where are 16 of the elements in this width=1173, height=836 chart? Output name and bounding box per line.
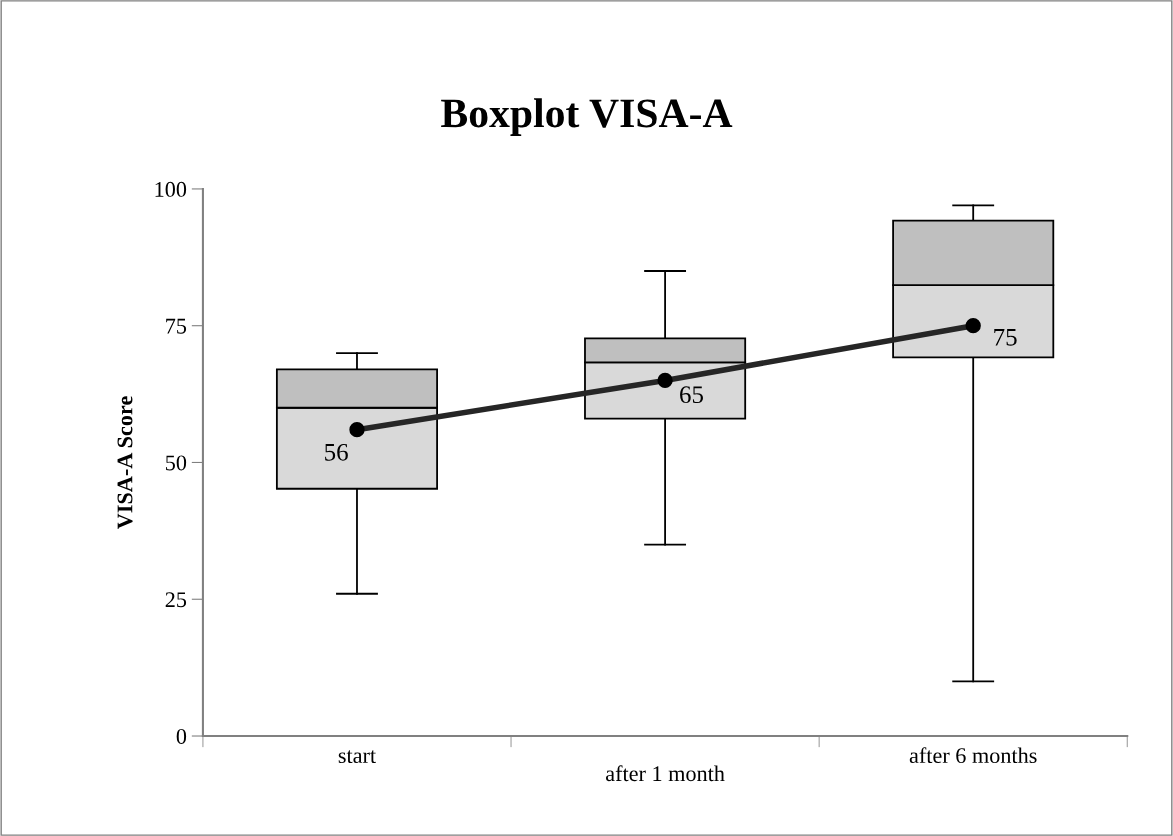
x-tick-label: start — [338, 750, 376, 764]
y-tick-label: 50 — [166, 455, 187, 471]
chart-title: Boxplot VISA-A — [441, 98, 733, 136]
y-tick-label: 100 — [155, 181, 187, 197]
y-tick-label: 25 — [165, 592, 187, 608]
point — [657, 372, 673, 389]
y-axis-title: VISA-A Score — [117, 396, 133, 529]
x-tick-label: after 1 month — [606, 765, 725, 782]
y-tick-label: 75 — [166, 318, 187, 334]
data-label: 56 — [325, 443, 348, 461]
point — [965, 318, 981, 334]
data-label: 75 — [994, 329, 1017, 346]
y-tick-label: 0 — [176, 728, 187, 744]
point — [349, 422, 365, 438]
data-label: 65 — [680, 386, 703, 404]
x-tick-label: after 6 months — [909, 747, 1037, 764]
